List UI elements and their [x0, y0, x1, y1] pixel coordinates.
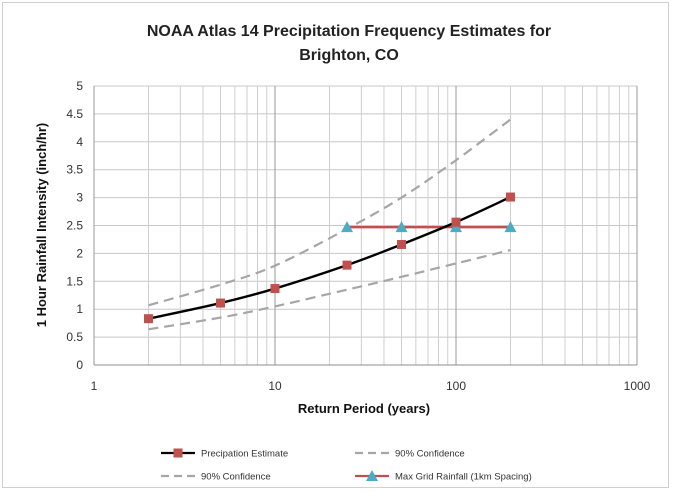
legend-label: 90% Confidence: [201, 472, 271, 483]
legend: Precipation Estimate 90% Confidence 90% Co…: [161, 448, 532, 483]
y-tick-label: 4: [76, 135, 83, 149]
series-line: [148, 248, 511, 331]
y-tick-label: 2: [76, 246, 83, 260]
chart-frame: NOAA Atlas 14 Precipitation Frequency Es…: [2, 2, 669, 488]
triangle-marker: [366, 470, 378, 481]
x-tick-label: 100: [446, 379, 466, 393]
y-tick-label: 3.5: [66, 163, 83, 177]
x-axis-title: Return Period (years): [298, 401, 430, 416]
square-marker: [270, 284, 280, 294]
y-tick-label: 5: [76, 79, 83, 93]
x-tick-labels: 1 10 100 1000: [91, 379, 651, 393]
y-tick-labels: 0 0.5 1 1.5 2 2.5 3 3.5 4 4.5 5: [66, 79, 83, 372]
y-tick-label: 1.5: [66, 274, 83, 288]
legend-label: 90% Confidence: [395, 449, 465, 460]
chart-svg: NOAA Atlas 14 Precipitation Frequency Es…: [34, 23, 651, 483]
triangle-marker: [450, 221, 462, 233]
x-tick-label: 10: [268, 379, 282, 393]
square-marker: [216, 298, 226, 308]
triangle-marker: [504, 221, 517, 233]
legend-label: Max Grid Rainfall (1km Spacing): [395, 472, 532, 483]
y-tick-label: 0.5: [66, 330, 83, 344]
square-marker: [397, 239, 407, 249]
y-tick-label: 3: [76, 191, 83, 205]
square-marker: [451, 217, 461, 227]
triangle-marker: [341, 221, 354, 233]
square-marker: [173, 448, 183, 458]
y-tick-label: 4.5: [66, 107, 83, 121]
y-tick-label: 2.5: [66, 219, 83, 233]
y-tick-label: 0: [76, 358, 83, 372]
chart-title-line2: Brighton, CO: [299, 47, 399, 64]
triangle-marker: [395, 221, 408, 233]
chart-title-line1: NOAA Atlas 14 Precipitation Frequency Es…: [147, 23, 551, 40]
square-marker: [505, 192, 515, 202]
square-marker: [342, 260, 352, 270]
x-tick-label: 1: [91, 379, 98, 393]
legend-label: Precipation Estimate: [201, 449, 288, 460]
marker-layer: [143, 192, 517, 324]
y-axis-title: 1 Hour Rainfall Intensity (inch/hr): [34, 123, 49, 327]
grid: [93, 85, 638, 366]
square-marker: [143, 314, 153, 324]
x-tick-label: 1000: [624, 379, 651, 393]
y-tick-label: 1: [76, 302, 83, 316]
